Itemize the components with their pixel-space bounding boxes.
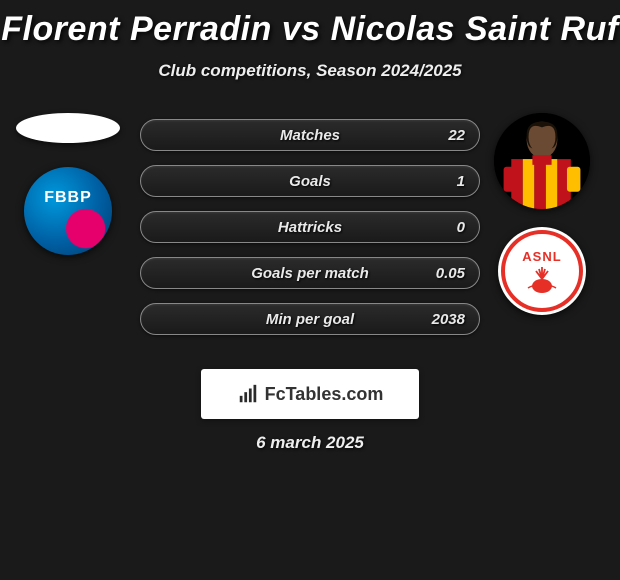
stat-value: 0.05 — [436, 265, 465, 282]
left-club-badge: FBBP — [24, 167, 112, 255]
stat-row-hattricks: Hattricks 0 — [140, 211, 480, 243]
thistle-icon — [520, 264, 564, 294]
right-club-badge-text: ASNL — [522, 249, 561, 264]
stat-label: Hattricks — [278, 219, 342, 236]
stat-value: 22 — [448, 127, 465, 144]
branding-badge: FcTables.com — [201, 369, 419, 419]
stat-value: 0 — [457, 219, 465, 236]
player-jersey-icon — [494, 113, 590, 209]
subtitle: Club competitions, Season 2024/2025 — [0, 61, 620, 81]
stat-value: 2038 — [432, 311, 465, 328]
stat-value: 1 — [457, 173, 465, 190]
comparison-content: FBBP ASNL — [0, 113, 620, 453]
bar-chart-icon — [237, 383, 259, 405]
right-club-badge: ASNL — [498, 227, 586, 315]
stat-row-min-per-goal: Min per goal 2038 — [140, 303, 480, 335]
right-player-avatar — [494, 113, 590, 209]
stat-row-goals: Goals 1 — [140, 165, 480, 197]
stat-label: Goals — [289, 173, 331, 190]
stat-label: Min per goal — [266, 311, 354, 328]
stat-label: Goals per match — [251, 265, 369, 282]
comparison-date: 6 march 2025 — [0, 433, 620, 453]
right-player-column: ASNL — [482, 113, 602, 315]
left-player-column: FBBP — [8, 113, 128, 255]
stat-row-goals-per-match: Goals per match 0.05 — [140, 257, 480, 289]
stat-label: Matches — [280, 127, 340, 144]
stat-row-matches: Matches 22 — [140, 119, 480, 151]
stats-list: Matches 22 Goals 1 Hattricks 0 Goals per… — [140, 113, 480, 335]
left-club-badge-text: FBBP — [24, 189, 112, 207]
left-player-avatar-placeholder — [16, 113, 120, 143]
branding-label: FcTables.com — [265, 384, 384, 405]
page-title: Florent Perradin vs Nicolas Saint Ruf — [0, 0, 620, 49]
